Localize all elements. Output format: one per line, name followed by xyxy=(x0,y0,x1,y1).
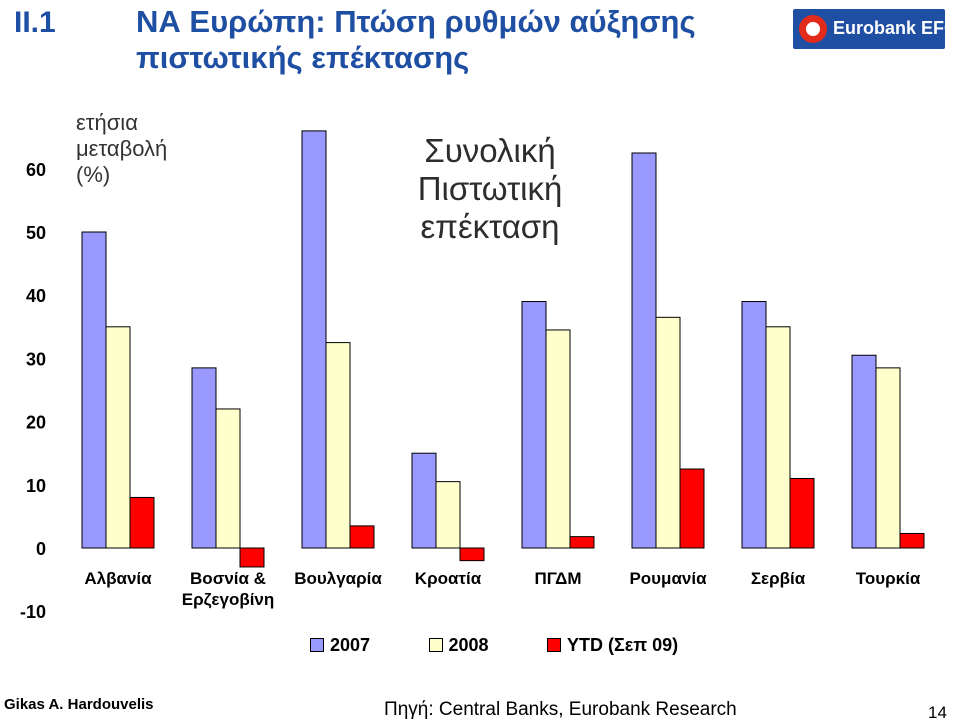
y-tick-label: 0 xyxy=(36,539,46,559)
y-tick-label: 10 xyxy=(26,476,46,496)
bar-ytd-σεπ-09-3 xyxy=(459,547,485,562)
y-tick-label: 40 xyxy=(26,286,46,306)
category-label: Κροατία xyxy=(414,569,482,588)
author-name: Gikas A. Hardouvelis xyxy=(4,696,154,713)
bar-2007-5 xyxy=(631,152,657,549)
bar-2007-6 xyxy=(741,301,767,549)
page-title: ΝΑ Ευρώπη: Πτώση ρυθμών αύξησης πιστωτικ… xyxy=(136,4,696,75)
y-tick-label: -10 xyxy=(20,602,46,622)
bar-2007-7 xyxy=(851,354,877,549)
legend-swatch-ytd xyxy=(547,638,561,652)
bar-ytd-σεπ-09-1 xyxy=(239,547,265,568)
bar-ytd-σεπ-09-0 xyxy=(129,496,155,549)
bar-2008-2 xyxy=(325,342,351,549)
y-tick-label: 50 xyxy=(26,223,46,243)
logo-text: Eurobank EFG xyxy=(833,18,959,38)
category-label: ΠΓΔΜ xyxy=(534,569,582,588)
page-number: 14 xyxy=(928,703,947,722)
bar-2007-4 xyxy=(521,301,547,549)
bar-ytd-σεπ-09-2 xyxy=(349,525,375,549)
legend-item-2008: 2008 xyxy=(428,635,489,656)
bar-2008-0 xyxy=(105,326,131,549)
eurobank-logo-icon xyxy=(799,15,827,43)
bar-2007-3 xyxy=(411,452,437,549)
y-axis-label: ετήσια μεταβολή (%) xyxy=(76,110,168,187)
category-label: Αλβανία xyxy=(84,569,152,588)
bar-2007-1 xyxy=(191,367,217,549)
bar-2008-3 xyxy=(435,481,461,549)
y-tick-label: 30 xyxy=(26,349,46,369)
legend-item-2007: 2007 xyxy=(310,635,370,656)
bar-2008-7 xyxy=(875,367,901,549)
chart-title: Συνολική Πιστωτική επέκταση xyxy=(417,132,563,245)
bar-2008-1 xyxy=(215,408,241,549)
bar-ytd-σεπ-09-5 xyxy=(679,468,705,549)
bar-2007-2 xyxy=(301,130,327,549)
category-label: Σερβία xyxy=(750,569,806,588)
category-label: Βοσνία & Ερζεγοβίνη xyxy=(181,569,275,609)
category-label: Ρουμανία xyxy=(629,569,707,588)
legend-swatch-2007 xyxy=(310,638,324,652)
bar-2007-0 xyxy=(81,231,107,549)
legend-label-2008: 2008 xyxy=(448,635,489,655)
legend-item-ytd: YTD (Σεπ 09) xyxy=(547,635,678,656)
chart-legend: 2007 2008 YTD (Σεπ 09) xyxy=(310,635,732,661)
y-tick-label: 60 xyxy=(26,160,46,180)
y-tick-label: 20 xyxy=(26,413,46,433)
legend-label-2007: 2007 xyxy=(330,635,371,655)
category-label: Τουρκία xyxy=(855,569,921,588)
bar-2008-5 xyxy=(655,316,681,549)
legend-swatch-2008 xyxy=(428,638,443,652)
bar-ytd-σεπ-09-4 xyxy=(569,536,595,549)
bar-2008-6 xyxy=(765,326,791,549)
section-number: II.1 xyxy=(14,6,56,39)
eurobank-logo: Eurobank EFG xyxy=(793,9,958,49)
bar-2008-4 xyxy=(545,329,571,549)
bar-ytd-σεπ-09-6 xyxy=(789,477,815,549)
bar-ytd-σεπ-09-7 xyxy=(899,532,925,549)
category-label: Βουλγαρία xyxy=(294,569,382,588)
source-note: Πηγή: Central Banks, Eurobank Research xyxy=(384,699,737,720)
legend-label-ytd: YTD (Σεπ 09) xyxy=(567,635,679,655)
